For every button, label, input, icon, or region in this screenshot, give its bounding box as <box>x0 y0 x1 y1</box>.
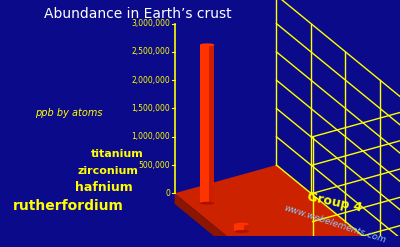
Text: Abundance in Earth’s crust: Abundance in Earth’s crust <box>44 7 231 21</box>
Text: 500,000: 500,000 <box>139 161 170 169</box>
Text: 1,500,000: 1,500,000 <box>132 104 170 113</box>
Text: www.webelements.com: www.webelements.com <box>282 203 387 245</box>
Text: 2,000,000: 2,000,000 <box>132 76 170 85</box>
Ellipse shape <box>234 230 249 233</box>
Ellipse shape <box>200 202 214 205</box>
Text: titanium: titanium <box>91 149 144 159</box>
Text: rutherfordium: rutherfordium <box>13 199 124 213</box>
Text: 3,000,000: 3,000,000 <box>131 19 170 28</box>
Polygon shape <box>234 224 249 231</box>
Text: hafnium: hafnium <box>75 181 133 194</box>
Text: 1,000,000: 1,000,000 <box>132 132 170 141</box>
Text: Group 4: Group 4 <box>306 191 363 215</box>
Text: zirconium: zirconium <box>77 166 138 176</box>
Polygon shape <box>244 224 249 231</box>
Polygon shape <box>175 165 400 247</box>
Text: ppb by atoms: ppb by atoms <box>36 108 103 118</box>
Text: 2,500,000: 2,500,000 <box>132 47 170 56</box>
Ellipse shape <box>200 43 214 46</box>
Polygon shape <box>175 193 313 247</box>
Polygon shape <box>200 45 214 203</box>
Ellipse shape <box>234 223 249 226</box>
Polygon shape <box>209 45 214 203</box>
Text: 0: 0 <box>165 189 170 198</box>
